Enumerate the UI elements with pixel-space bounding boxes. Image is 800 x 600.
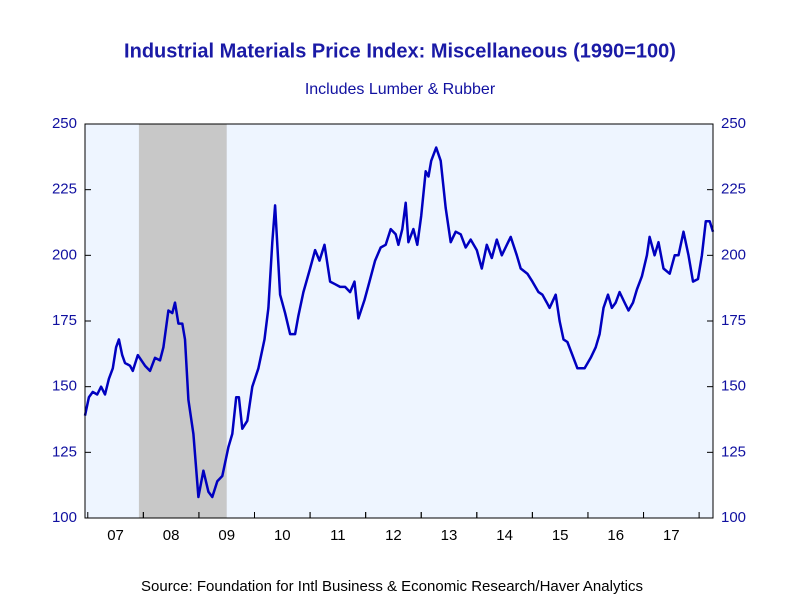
- x-tick-label: 17: [663, 527, 680, 544]
- x-tick-label: 07: [107, 527, 124, 544]
- source-note: Source: Foundation for Intl Business & E…: [141, 578, 643, 595]
- y2-tick-label: 125: [721, 443, 746, 460]
- chart-subtitle: Includes Lumber & Rubber: [305, 81, 496, 98]
- y2-tick-label: 100: [721, 509, 746, 526]
- y2-tick-label: 175: [721, 312, 746, 329]
- x-tick-label: 15: [552, 527, 569, 544]
- y-tick-label: 200: [52, 246, 77, 263]
- x-tick-label: 09: [218, 527, 235, 544]
- recession-band: [138, 124, 227, 518]
- y-tick-label: 225: [52, 181, 77, 198]
- y-tick-label: 250: [52, 115, 77, 132]
- x-tick-label: 14: [496, 527, 513, 544]
- x-tick-label: 13: [441, 527, 458, 544]
- x-tick-label: 12: [385, 527, 402, 544]
- x-tick-label: 08: [163, 527, 180, 544]
- y-tick-label: 100: [52, 509, 77, 526]
- y-tick-label: 125: [52, 443, 77, 460]
- y-tick-label: 150: [52, 378, 77, 395]
- y2-tick-label: 150: [721, 378, 746, 395]
- y2-tick-label: 225: [721, 181, 746, 198]
- x-tick-label: 11: [330, 527, 346, 544]
- y-tick-label: 175: [52, 312, 77, 329]
- y2-tick-label: 200: [721, 246, 746, 263]
- chart-title: Industrial Materials Price Index: Miscel…: [124, 40, 676, 62]
- x-tick-label: 10: [274, 527, 291, 544]
- plot-frame: [84, 123, 714, 519]
- x-tick-label: 16: [607, 527, 624, 544]
- line-series: [83, 146, 715, 499]
- y2-tick-label: 250: [721, 115, 746, 132]
